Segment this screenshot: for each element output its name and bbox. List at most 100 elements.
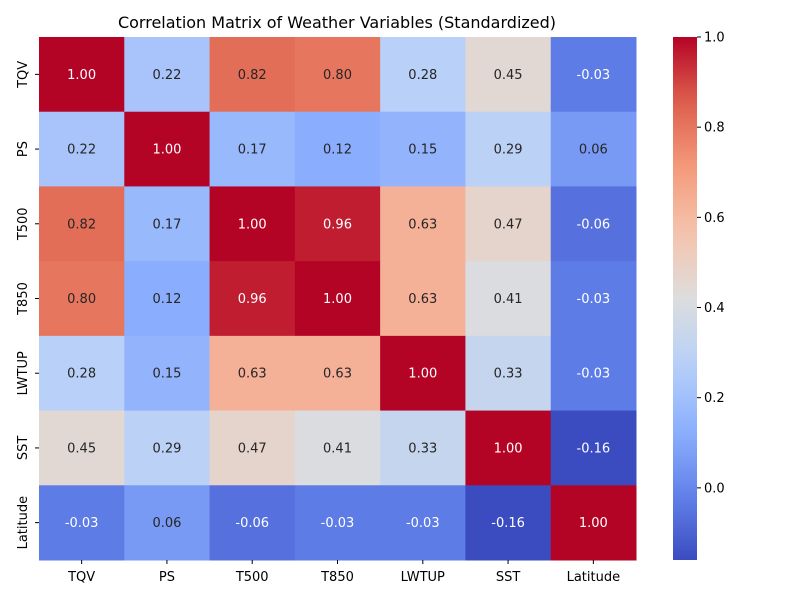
heatmap-cell (39, 335, 125, 412)
cell-value-label: 1.00 (67, 68, 96, 83)
cell-value-label: 0.17 (238, 143, 267, 158)
cell-value-label: -0.03 (321, 516, 355, 531)
heatmap-cell (550, 37, 637, 113)
heatmap-cell (465, 186, 552, 262)
heatmap-cell (209, 261, 296, 337)
heatmap-cell (550, 335, 637, 412)
heatmap-cell (39, 111, 125, 187)
cell-value-label: -0.03 (577, 292, 611, 307)
cell-value-label: 0.17 (152, 217, 181, 232)
cell-value-label: 0.41 (323, 441, 352, 456)
cell-value-label: 0.45 (67, 441, 96, 456)
heatmap-cell (124, 37, 211, 113)
cell-value-label: 0.80 (323, 68, 352, 83)
x-tick-label: PS (159, 570, 175, 585)
cell-value-label: 1.00 (238, 217, 267, 232)
y-tick-label: SST (16, 436, 31, 461)
cell-value-label: 0.63 (408, 217, 437, 232)
x-tick-label: T850 (320, 570, 354, 585)
cell-value-label: -0.06 (577, 217, 611, 232)
cell-value-label: -0.16 (491, 516, 525, 531)
colorbar-tick-label: 0.0 (704, 481, 725, 496)
heatmap-cell (209, 186, 296, 262)
heatmap-cell (380, 335, 466, 412)
cell-value-label: 0.06 (579, 143, 608, 158)
cell-value-label: 0.47 (494, 217, 523, 232)
heatmap-cell (124, 335, 211, 412)
heatmap-cell (124, 111, 211, 187)
chart-title: Correlation Matrix of Weather Variables … (118, 13, 556, 32)
cell-value-label: 1.00 (579, 516, 608, 531)
heatmap-cell (209, 111, 296, 187)
heatmap-cell (209, 410, 296, 486)
heatmap-cell (550, 111, 637, 187)
heatmap-cell (124, 186, 211, 262)
cell-value-label: 0.33 (494, 367, 523, 382)
cell-value-label: 1.00 (494, 441, 523, 456)
heatmap-cell (550, 485, 637, 561)
heatmap-cell (39, 186, 125, 262)
cell-value-label: 0.63 (238, 367, 267, 382)
y-tick-label: LWTUP (16, 351, 31, 395)
cell-value-label: 0.06 (152, 516, 181, 531)
cell-value-label: 0.82 (238, 68, 267, 83)
heatmap-cell (465, 485, 552, 561)
cell-value-label: 0.33 (408, 441, 437, 456)
cell-value-label: 0.63 (408, 292, 437, 307)
cell-value-label: 0.12 (152, 292, 181, 307)
cell-value-label: 0.29 (152, 441, 181, 456)
cell-value-label: 1.00 (152, 143, 181, 158)
x-axis: TQV PS T500 T850 LWTUP SST Latitude (67, 560, 620, 585)
cell-value-label: 0.63 (323, 367, 352, 382)
cell-value-label: 1.00 (408, 367, 437, 382)
heatmap-cell (550, 186, 637, 262)
heatmap-cell (124, 410, 211, 486)
heatmap-cell (39, 485, 125, 561)
heatmap-cell (294, 37, 381, 113)
heatmap-cell (380, 485, 466, 561)
cell-value-label: 0.47 (238, 441, 267, 456)
heatmap-cell (550, 261, 637, 337)
heatmap-cell (39, 410, 125, 486)
y-tick-label: T500 (16, 207, 31, 241)
cell-value-label: -0.16 (577, 441, 611, 456)
cell-value-label: 0.15 (152, 367, 181, 382)
heatmap-cell (380, 410, 466, 486)
heatmap-cell (294, 186, 381, 262)
cell-value-label: -0.03 (406, 516, 440, 531)
heatmap-cell (294, 261, 381, 337)
colorbar: 0.0 0.2 0.4 0.6 0.8 1.0 (673, 31, 725, 560)
cell-value-label: 0.22 (67, 143, 96, 158)
colorbar-tick-label: 0.6 (704, 211, 725, 226)
cell-value-label: 0.22 (152, 68, 181, 83)
heatmap-cell (550, 410, 637, 486)
heatmap-cell (465, 37, 552, 113)
heatmap-cell (39, 37, 125, 113)
cell-value-label: -0.03 (65, 516, 99, 531)
y-tick-label: PS (16, 141, 31, 157)
cell-value-label: 0.12 (323, 143, 352, 158)
colorbar-gradient (673, 37, 697, 560)
cell-value-label: 0.80 (67, 292, 96, 307)
x-tick-label: Latitude (567, 570, 621, 585)
x-tick-label: TQV (67, 570, 95, 585)
heatmap-cell (209, 37, 296, 113)
cell-value-label: 0.82 (67, 217, 96, 232)
y-tick-label: Latitude (16, 496, 31, 550)
cell-value-label: 1.00 (323, 292, 352, 307)
heatmap-cell (380, 261, 466, 337)
heatmap-cell (465, 261, 552, 337)
cell-value-label: 0.28 (67, 367, 96, 382)
heatmap-cell (294, 485, 381, 561)
y-tick-label: TQV (16, 61, 31, 89)
colorbar-tick-label: 0.4 (704, 301, 725, 316)
colorbar-tick-label: 1.0 (704, 31, 725, 46)
heatmap-cell (209, 485, 296, 561)
cell-value-label: 0.96 (238, 292, 267, 307)
heatmap-cells: 1.00 0.22 0.82 0.80 0.28 0.45 -0.03 0.22 1.00 0.1… (39, 37, 637, 561)
x-tick-label: LWTUP (401, 570, 445, 585)
cell-value-label: -0.06 (235, 516, 269, 531)
heatmap-cell (124, 485, 211, 561)
heatmap-cell (124, 261, 211, 337)
